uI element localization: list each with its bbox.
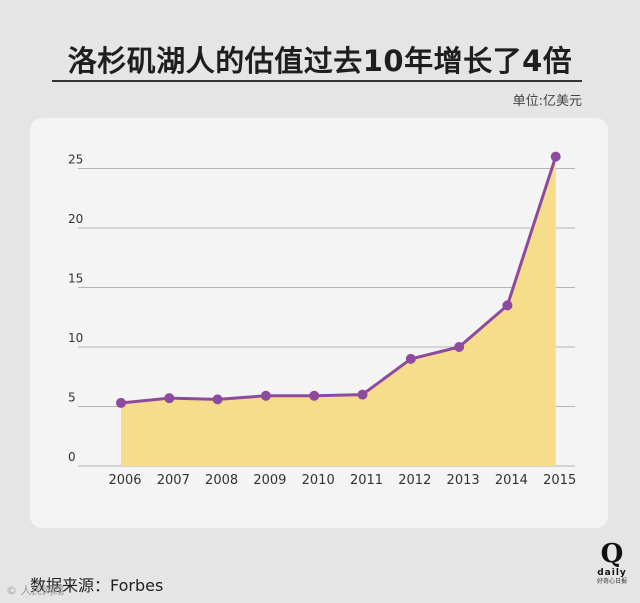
data-source: 数据来源：Forbes <box>30 576 164 595</box>
data-point-2006 <box>116 397 126 408</box>
x-tick-label: 2014 <box>495 473 528 488</box>
watermark: © 人民网络 <box>6 584 65 597</box>
data-point-2008 <box>212 394 223 405</box>
x-tick-label: 2007 <box>157 473 190 488</box>
title-underline <box>52 80 582 82</box>
y-tick-label: 15 <box>68 272 83 286</box>
logo-subtitle: 好奇心日报 <box>596 578 627 585</box>
y-tick-label: 25 <box>68 153 83 167</box>
y-tick-label: 5 <box>68 391 76 405</box>
x-tick-label: 2008 <box>205 473 238 488</box>
data-point-2010 <box>309 390 320 401</box>
x-tick-label: 2006 <box>108 473 141 488</box>
chart-title: 洛杉矶湖人的估值过去10年增长了4倍 <box>67 44 573 78</box>
data-point-2012 <box>405 353 416 364</box>
series-line <box>120 156 558 405</box>
x-tick-label: 2012 <box>398 473 431 488</box>
chart-area: 0 5 10 15 20 25 2006 2007 2008 2009 2010 2011 2012 2… <box>68 151 576 488</box>
y-tick-label: 10 <box>68 331 83 345</box>
brand-logo: Q daily 好奇心日报 <box>592 540 632 586</box>
y-tick-label: 0 <box>68 450 76 464</box>
data-point-2013 <box>454 342 465 352</box>
x-tick-label: 2010 <box>302 473 335 488</box>
x-tick-label: 2013 <box>447 473 480 488</box>
area-fill <box>121 156 556 466</box>
chart-card: 0 5 10 15 20 25 2006 2007 2008 2009 2010 2011 2012 2… <box>30 118 608 528</box>
data-point-2014 <box>502 300 513 311</box>
logo-mark: Q <box>600 539 624 569</box>
data-point-2009 <box>260 390 271 401</box>
logo-word: daily <box>597 568 627 578</box>
y-tick-label: 20 <box>68 212 83 226</box>
data-point-2015 <box>550 151 561 162</box>
x-tick-label: 2009 <box>253 473 286 488</box>
x-tick-label: 2011 <box>350 473 383 488</box>
data-point-2007 <box>164 393 175 404</box>
x-tick-label: 2015 <box>543 473 576 488</box>
unit-label: 单位:亿美元 <box>512 94 582 109</box>
data-point-2011 <box>357 389 368 400</box>
